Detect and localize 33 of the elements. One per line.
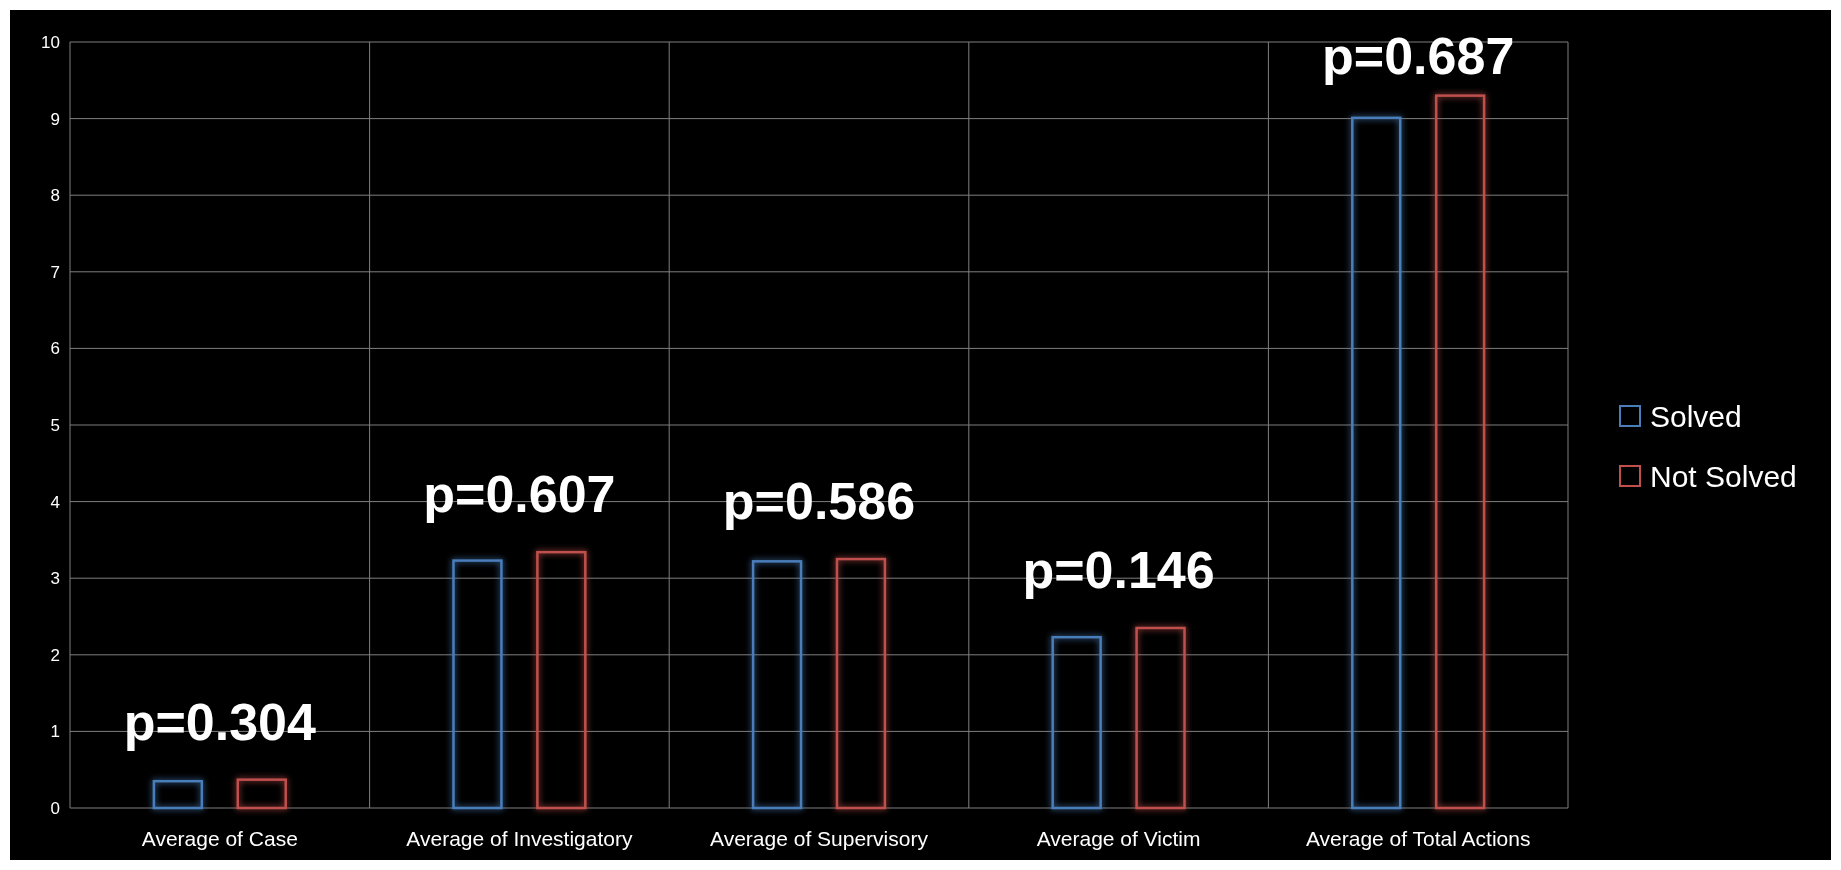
- y-tick-label: 5: [50, 415, 60, 435]
- y-tick-label: 0: [50, 798, 60, 818]
- bar: [751, 560, 803, 810]
- bar: [1135, 626, 1186, 810]
- x-tick-label: Average of Supervisory: [710, 827, 929, 850]
- x-tick-label: Average of Case: [141, 827, 298, 850]
- bar: [536, 550, 587, 810]
- y-tick-label: 8: [50, 186, 60, 206]
- annotation: p=0.304: [123, 692, 317, 751]
- annotation: p=0.607: [423, 465, 616, 524]
- x-tick-label: Average of Victim: [1036, 827, 1201, 850]
- bar: [236, 778, 287, 810]
- bar: [1051, 635, 1102, 810]
- bar: [452, 559, 503, 810]
- y-tick-label: 10: [41, 32, 60, 52]
- y-tick-label: 3: [50, 569, 60, 589]
- x-tick-label: Average of Total Actions: [1305, 827, 1531, 850]
- y-tick-label: 9: [50, 109, 60, 129]
- y-tick-label: 1: [50, 722, 60, 742]
- y-tick-label: 2: [50, 645, 60, 665]
- legend-label: Solved: [1650, 399, 1742, 433]
- annotation: p=0.586: [722, 472, 916, 531]
- annotation: p=0.146: [1022, 541, 1215, 600]
- y-tick-label: 7: [50, 262, 60, 282]
- x-tick-label: Average of Investigatory: [406, 827, 633, 850]
- bar: [152, 779, 204, 810]
- legend-label: Not Solved: [1650, 459, 1797, 493]
- bar: [835, 557, 887, 810]
- bar: [1434, 94, 1486, 810]
- annotation: p=0.687: [1322, 27, 1515, 86]
- y-tick-label: 6: [50, 339, 60, 359]
- bar: [1351, 116, 1402, 810]
- y-tick-label: 4: [50, 492, 60, 512]
